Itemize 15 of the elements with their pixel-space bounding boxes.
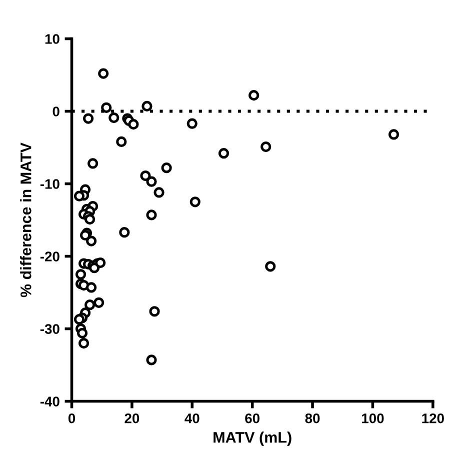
y-tick-label: -10 (40, 179, 60, 189)
x-tick-label: 80 (305, 413, 320, 424)
y-axis-title: % difference in MATV (20, 142, 32, 298)
y-tick-label: -40 (40, 396, 60, 406)
x-tick-label: 20 (124, 413, 140, 424)
y-tick-label: -20 (40, 252, 60, 262)
x-tick-label: 60 (245, 413, 260, 424)
y-tick-label: 0 (52, 106, 60, 116)
x-axis-title: MATV (mL) (214, 432, 292, 446)
y-tick-label: 10 (45, 34, 60, 44)
x-tick-label: 40 (184, 413, 200, 424)
x-tick-label: 120 (422, 413, 444, 424)
x-tick-label: 100 (362, 413, 384, 424)
y-tick-label: -30 (40, 324, 60, 334)
x-tick-label: 0 (68, 413, 76, 424)
